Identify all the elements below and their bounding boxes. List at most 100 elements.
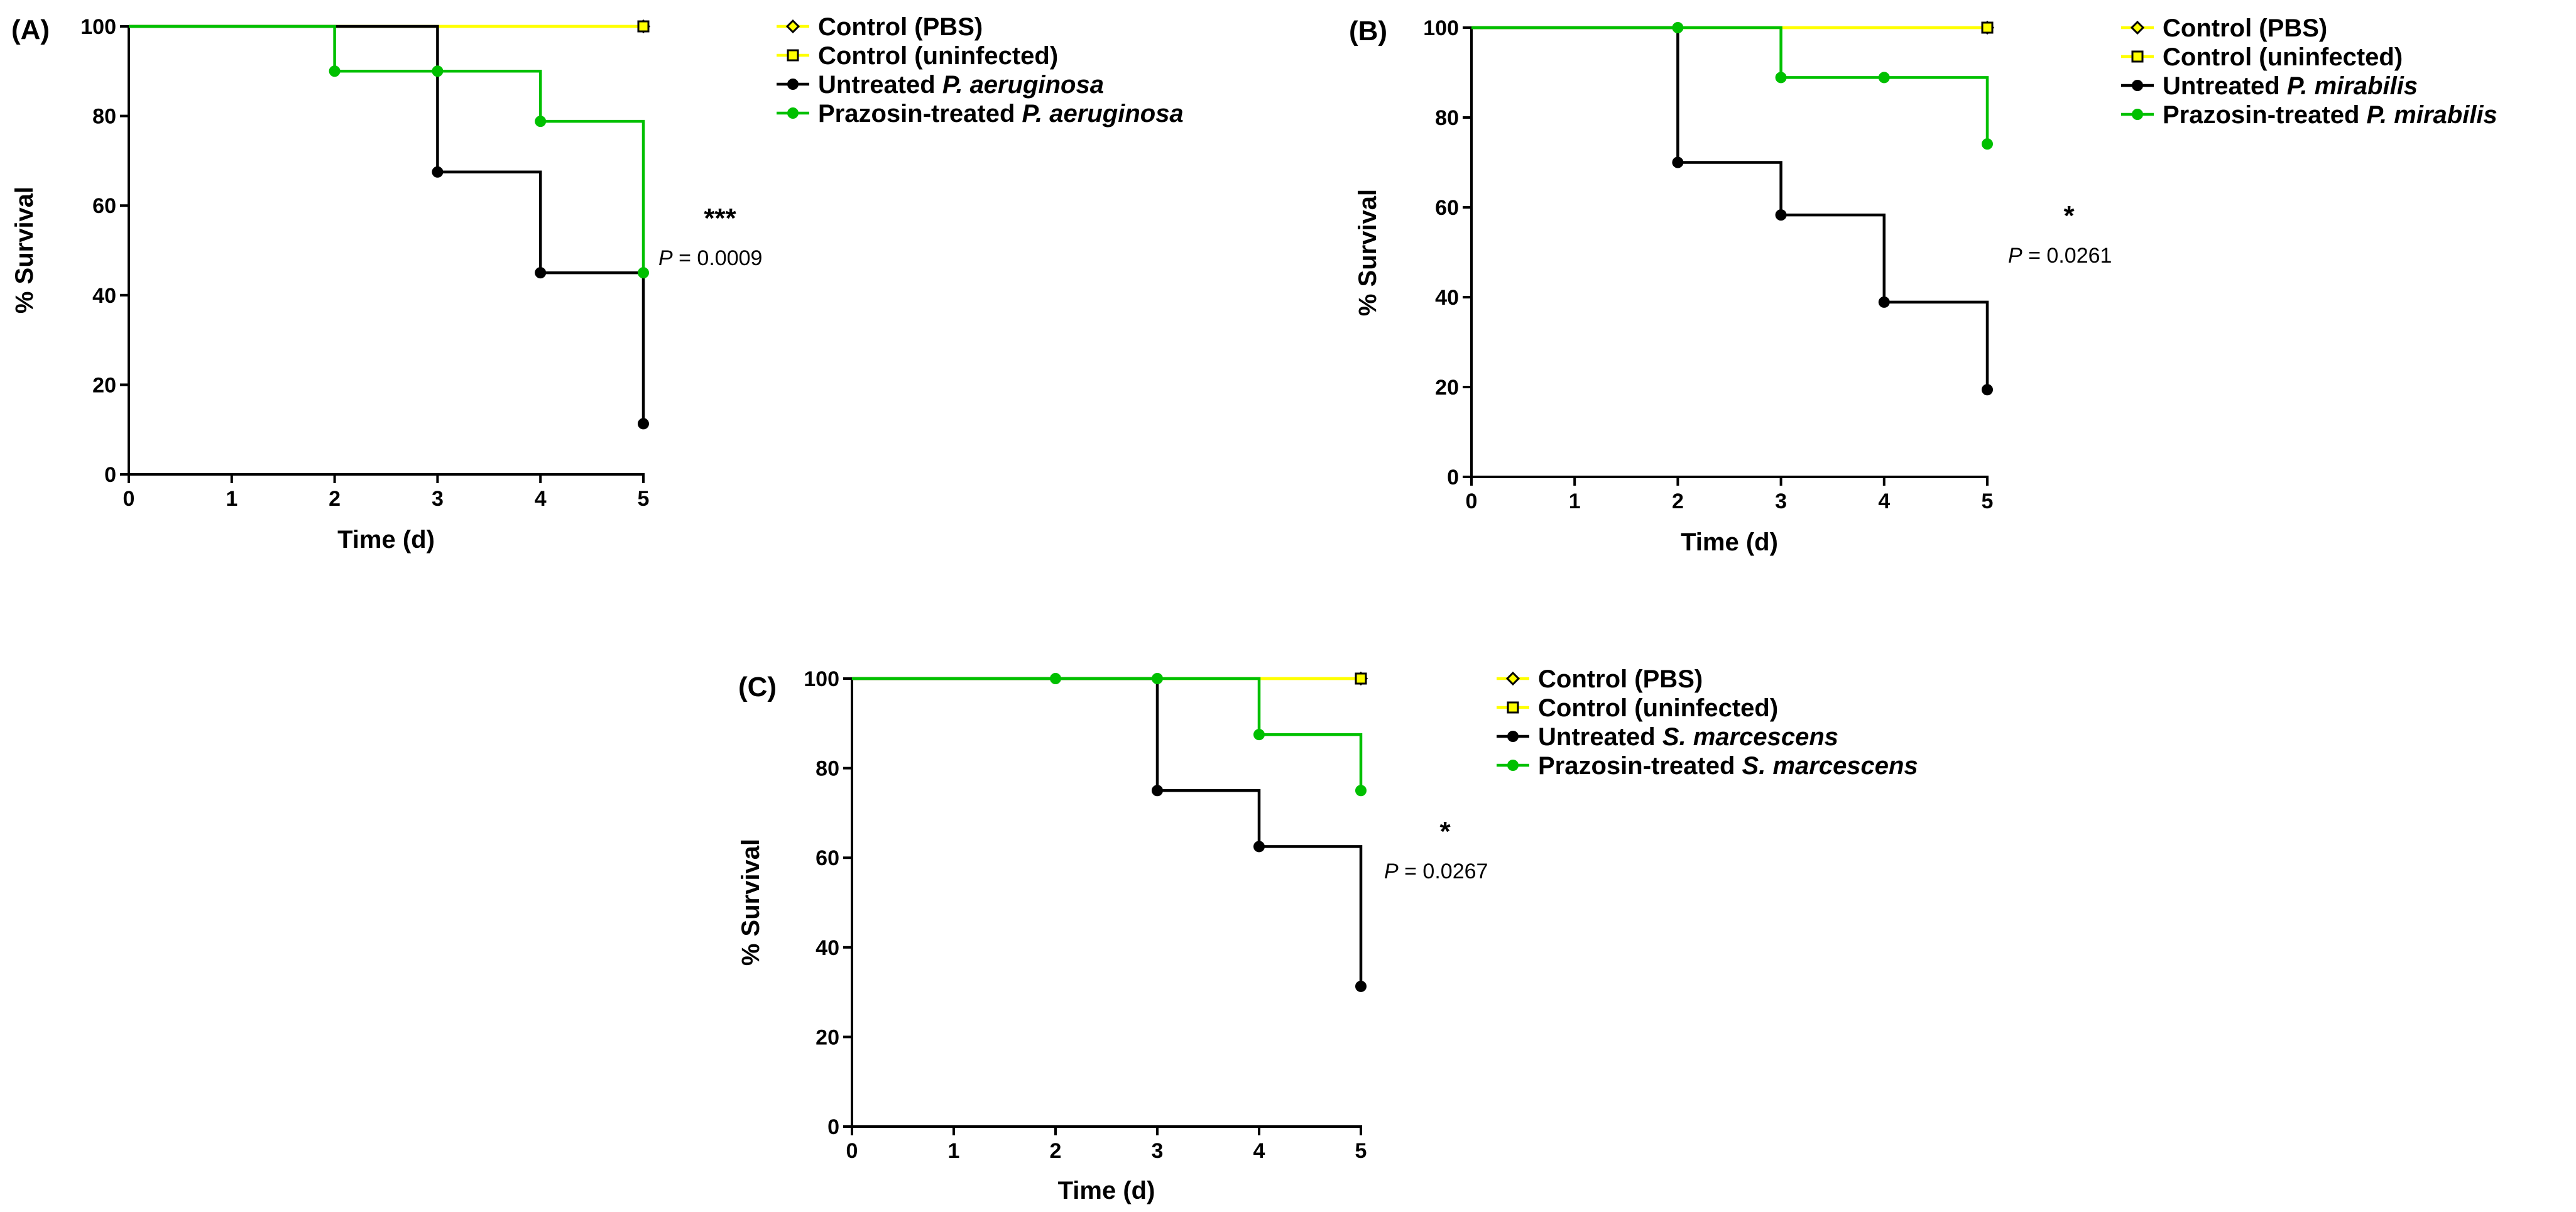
y-tick-label: 40: [816, 936, 839, 960]
y-tick-label: 80: [816, 757, 839, 781]
data-point-uninfected: [1981, 21, 1994, 34]
y-tick-label: 20: [92, 373, 116, 397]
data-point-uninfected: [637, 20, 650, 33]
data-point-prazosin: [1355, 785, 1367, 797]
legend-marker-untreated: [2132, 80, 2143, 91]
y-tick-label: 20: [1435, 376, 1459, 400]
x-tick-label: 1: [1569, 489, 1581, 513]
data-point-untreated: [1982, 384, 1993, 396]
legend-marker-prazosin: [1507, 760, 1519, 771]
data-point-untreated: [535, 267, 547, 279]
y-axis-title: % Survival: [737, 839, 765, 966]
legend-label-uninfected: Control (uninfected): [2163, 43, 2403, 71]
panel-letter: (B): [1349, 16, 1387, 46]
legend-label-uninfected: Control (uninfected): [1538, 694, 1778, 722]
data-point-prazosin: [1672, 22, 1684, 33]
y-tick-label: 20: [816, 1025, 839, 1049]
series-prazosin: [852, 673, 1367, 797]
legend-item-uninfected: Control (uninfected): [2121, 43, 2403, 71]
legend-marker-untreated: [1507, 731, 1519, 742]
y-tick-label: 80: [1435, 106, 1459, 130]
legend: Control (PBS)Control (uninfected)Untreat…: [1497, 665, 1918, 780]
legend: Control (PBS)Control (uninfected)Untreat…: [777, 13, 1184, 128]
legend-item-uninfected: Control (uninfected): [1497, 694, 1778, 722]
y-tick-label: 0: [1447, 466, 1459, 489]
x-tick-label: 4: [535, 487, 547, 511]
significance-stars: *: [2063, 200, 2075, 231]
series-line-untreated: [1471, 26, 1989, 390]
series-line-prazosin: [129, 25, 645, 273]
p-value-label: P = 0.0267: [1384, 860, 1488, 883]
legend-item-uninfected: Control (uninfected): [777, 42, 1058, 70]
x-tick-label: 5: [638, 487, 650, 511]
p-symbol: P: [1384, 860, 1399, 883]
legend-item-untreated: Untreated P. aeruginosa: [777, 71, 1104, 99]
legend-label-pbs: Control (PBS): [1538, 665, 1703, 693]
data-point-prazosin: [1775, 72, 1787, 84]
p-symbol: P: [658, 246, 673, 270]
legend-item-prazosin: Prazosin-treated P. aeruginosa: [777, 100, 1184, 128]
legend-label-prazosin: Prazosin-treated P. mirabilis: [2163, 101, 2497, 129]
significance-stars: *: [1439, 816, 1451, 847]
legend-marker-untreated: [787, 79, 799, 90]
legend-label-untreated: Untreated P. aeruginosa: [818, 71, 1104, 99]
legend-label-prazosin: Prazosin-treated S. marcescens: [1538, 752, 1918, 780]
data-point-prazosin: [1982, 138, 1993, 150]
legend-marker-prazosin: [2132, 109, 2143, 120]
data-point-prazosin: [1878, 72, 1890, 84]
legend-label-pbs: Control (PBS): [818, 13, 983, 41]
y-tick-label: 40: [1435, 286, 1459, 310]
legend-marker-pbs: [785, 19, 800, 34]
series-untreated: [129, 25, 649, 430]
x-tick-label: 4: [1878, 489, 1890, 513]
x-axis-title: Time (d): [337, 526, 435, 554]
series-line-untreated: [852, 677, 1363, 986]
panel-letter: (C): [738, 672, 777, 702]
data-point-untreated: [1775, 209, 1787, 221]
data-point-prazosin: [1253, 729, 1265, 741]
p-value-label: P = 0.0009: [658, 246, 762, 270]
legend-label-uninfected: Control (uninfected): [818, 42, 1058, 70]
legend-label-untreated: Untreated S. marcescens: [1538, 723, 1838, 751]
legend-item-pbs: Control (PBS): [1497, 665, 1703, 693]
data-point-prazosin: [1152, 673, 1163, 684]
x-axis-title: Time (d): [1681, 528, 1778, 556]
series-line-untreated: [129, 25, 645, 424]
x-tick-label: 1: [226, 487, 237, 511]
p-symbol: P: [2008, 244, 2022, 268]
series-line-prazosin: [1471, 26, 1989, 145]
y-tick-label: 100: [1423, 16, 1459, 40]
legend-item-pbs: Control (PBS): [777, 13, 983, 41]
legend-item-untreated: Untreated S. marcescens: [1497, 723, 1838, 751]
legend-label-untreated: Untreated P. mirabilis: [2163, 72, 2418, 100]
chart-panel-1: (A) 0 20 40 60 80 100 0 1 2 3 4 5 Time (d) % Survival *…: [11, 13, 1184, 554]
data-point-uninfected: [1355, 672, 1367, 685]
y-axis-title: % Survival: [11, 187, 38, 314]
data-point-untreated: [1878, 296, 1890, 308]
data-point-untreated: [1253, 841, 1265, 853]
x-tick-label: 0: [846, 1139, 858, 1163]
y-tick-label: 60: [1435, 196, 1459, 220]
legend-marker-uninfected: [787, 49, 799, 62]
series-untreated: [1471, 26, 1993, 396]
x-tick-label: 1: [948, 1139, 960, 1163]
data-point-prazosin: [535, 116, 547, 128]
legend-item-prazosin: Prazosin-treated P. mirabilis: [2121, 101, 2497, 129]
y-tick-label: 0: [827, 1115, 839, 1139]
significance-stars: ***: [704, 203, 736, 234]
x-tick-label: 5: [1982, 489, 1994, 513]
x-tick-label: 5: [1355, 1139, 1367, 1163]
series-untreated: [852, 677, 1367, 992]
legend-item-prazosin: Prazosin-treated S. marcescens: [1497, 752, 1918, 780]
p-value: = 0.0261: [2022, 244, 2112, 268]
data-point-prazosin: [329, 65, 341, 77]
x-tick-label: 2: [329, 487, 341, 511]
data-point-untreated: [638, 418, 649, 430]
legend-label-prazosin: Prazosin-treated P. aeruginosa: [818, 100, 1184, 128]
x-tick-label: 3: [432, 487, 444, 511]
legend-marker-prazosin: [787, 107, 799, 119]
y-axis-title: % Survival: [1354, 189, 1382, 316]
legend-marker-pbs: [1505, 671, 1520, 686]
legend-marker-uninfected: [2131, 50, 2144, 63]
